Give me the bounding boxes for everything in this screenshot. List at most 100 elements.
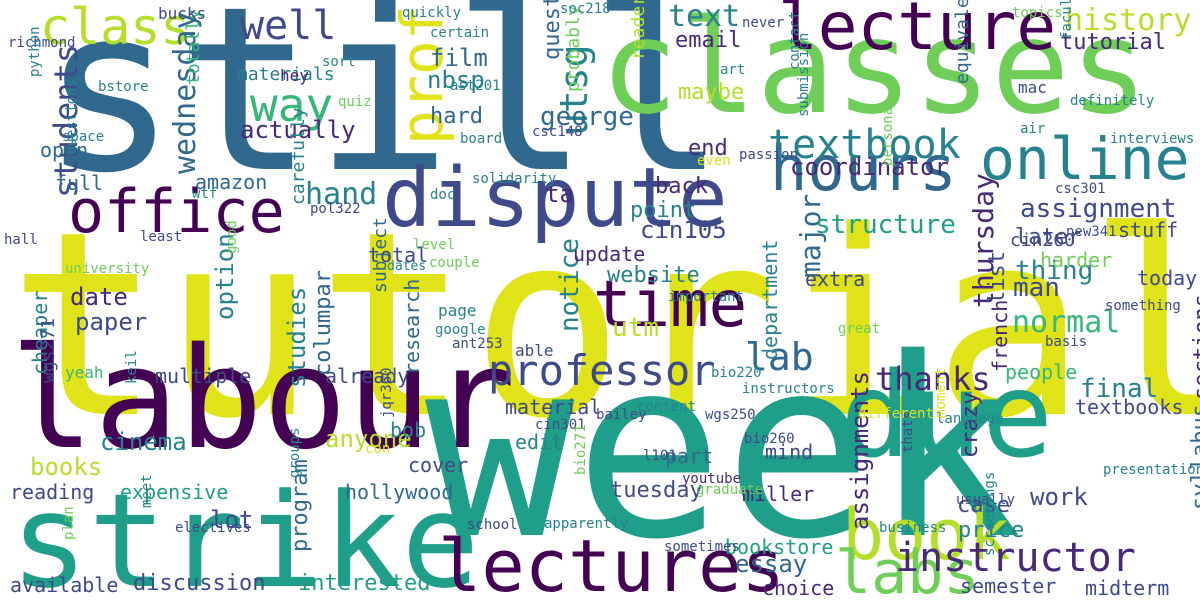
- cloud-word: readers: [628, 0, 649, 60]
- cloud-word: labour: [10, 318, 516, 481]
- cloud-word: thanks: [875, 360, 991, 398]
- cloud-word: already: [325, 364, 410, 388]
- cloud-word: normal: [1012, 305, 1121, 340]
- cloud-word: harder: [1040, 248, 1113, 272]
- cloud-word: edit: [515, 430, 564, 454]
- cloud-word: csc301: [1055, 181, 1106, 197]
- cloud-word: department: [758, 239, 782, 360]
- cloud-word: content: [637, 399, 697, 415]
- cloud-word: book: [842, 494, 1011, 576]
- cloud-word: instructor: [895, 535, 1136, 581]
- cloud-word: research: [400, 278, 424, 375]
- cloud-word: cin105: [640, 216, 727, 244]
- cloud-word: text: [668, 0, 741, 34]
- cloud-word: multiple: [155, 364, 252, 388]
- cloud-word: quickly: [402, 5, 462, 21]
- cloud-word: final: [1080, 374, 1159, 404]
- cloud-word: price: [958, 518, 1025, 543]
- cloud-word: thing: [1015, 256, 1094, 286]
- cloud-word: extra: [805, 267, 866, 291]
- cloud-word: maybe: [678, 80, 745, 105]
- cloud-word: update: [573, 242, 646, 266]
- cloud-word: page: [438, 301, 477, 320]
- cloud-word: bstore: [98, 79, 149, 95]
- cloud-word: structure: [815, 210, 956, 240]
- cloud-word: sort: [322, 54, 356, 70]
- cloud-word: lecture: [778, 0, 1057, 65]
- cloud-word: meet: [139, 474, 155, 508]
- cloud-word: subject: [370, 217, 391, 293]
- cloud-word: people: [1005, 360, 1078, 384]
- cloud-word: something: [1105, 298, 1181, 314]
- cloud-word: tutorial: [1060, 30, 1166, 55]
- cloud-word: end: [688, 136, 728, 161]
- cloud-word: graduate: [696, 482, 764, 498]
- cloud-word: interviews: [1110, 131, 1195, 147]
- cloud-word: time: [593, 268, 748, 342]
- cloud-word: youtube: [682, 471, 742, 487]
- cloud-word: least: [140, 229, 183, 245]
- cloud-word: good: [224, 220, 240, 254]
- cloud-word: website: [607, 263, 700, 288]
- cloud-word: way: [250, 78, 334, 132]
- cloud-word: professor: [488, 346, 716, 395]
- cloud-word: bio260: [744, 431, 795, 447]
- cloud-word: screenings: [982, 471, 998, 556]
- cloud-word: class: [40, 0, 191, 56]
- cloud-word: anyone: [325, 425, 412, 453]
- cloud-word: groups: [287, 427, 303, 478]
- cloud-word: new341: [1066, 224, 1117, 240]
- cloud-word: columpar: [311, 270, 336, 376]
- cloud-word: date: [70, 283, 128, 311]
- cloud-word: full: [55, 171, 104, 195]
- cloud-word: different: [858, 406, 934, 422]
- cloud-word: classes: [600, 0, 1148, 143]
- cloud-word: equivalent: [952, 0, 973, 84]
- cloud-word: ant253: [452, 336, 503, 352]
- cloud-word: online: [980, 125, 1190, 193]
- cloud-word: still: [40, 0, 727, 223]
- cloud-word: assignments: [846, 371, 874, 530]
- cloud-word: textbooks: [1075, 395, 1184, 419]
- cloud-word: electives: [175, 520, 251, 536]
- cloud-word: assignment: [1020, 194, 1177, 224]
- cloud-word: point: [630, 198, 697, 223]
- cloud-word: lectures: [438, 524, 785, 600]
- cloud-word: sections: [1190, 294, 1200, 400]
- cloud-word: well: [240, 3, 337, 49]
- cloud-word: jqr360: [379, 367, 395, 418]
- cloud-word: open: [40, 138, 89, 162]
- cloud-word: available: [10, 573, 119, 597]
- cloud-word: strike: [10, 465, 480, 600]
- cloud-word: hard: [430, 104, 483, 129]
- cloud-word: bailey: [596, 407, 647, 423]
- cloud-word: language: [936, 411, 1004, 427]
- cloud-word: dispute: [382, 151, 728, 246]
- cloud-word: choice: [762, 576, 835, 600]
- cloud-word: ta: [545, 180, 574, 208]
- cloud-word: expensive: [120, 480, 229, 504]
- cloud-word: essay: [735, 550, 808, 578]
- cloud-word: hey: [280, 66, 309, 85]
- cloud-word: level: [413, 237, 456, 253]
- cloud-word: studies: [283, 286, 311, 388]
- cloud-word: tuesday: [610, 478, 703, 503]
- cloud-word: con: [365, 441, 391, 457]
- cloud-word: definitely: [1070, 93, 1155, 109]
- cloud-word: miller: [742, 482, 815, 506]
- cloud-word: cin260: [1010, 230, 1076, 251]
- cloud-word: ast201: [450, 78, 501, 94]
- cloud-word: lab: [745, 335, 814, 379]
- cloud-word: great: [838, 321, 881, 337]
- cloud-word: never: [742, 15, 785, 31]
- cloud-word: bucks: [158, 4, 207, 23]
- cloud-word: moment: [933, 367, 949, 418]
- cloud-word: wgs250: [705, 407, 756, 423]
- cloud-word: part: [665, 444, 714, 468]
- cloud-word: bookstore: [725, 535, 834, 559]
- cloud-word: instructors: [742, 381, 835, 397]
- cloud-word: dates: [387, 259, 427, 274]
